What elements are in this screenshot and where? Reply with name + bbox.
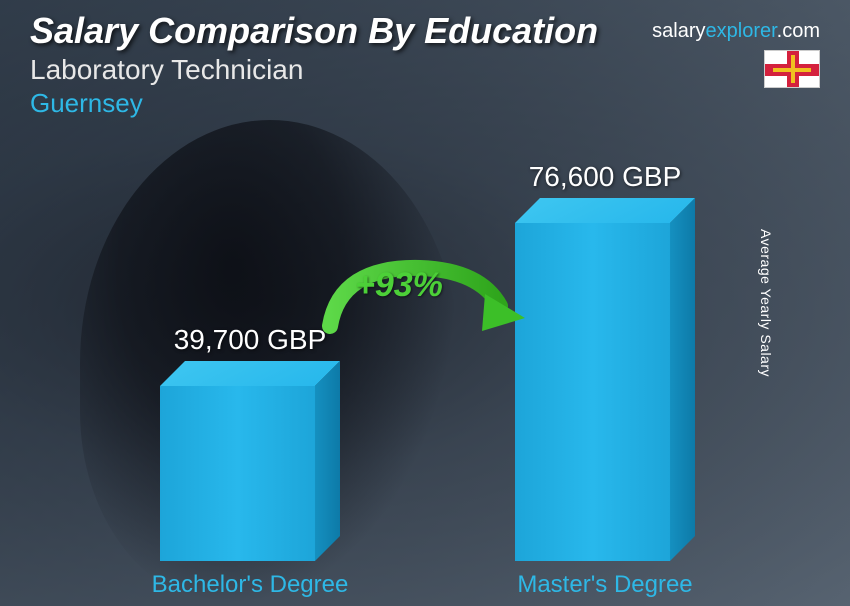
bar-value-masters: 76,600 GBP — [485, 161, 725, 193]
bar-label-masters: Master's Degree — [485, 571, 725, 599]
page-location: Guernsey — [30, 88, 820, 119]
percent-increase-badge: +93% — [355, 266, 443, 305]
bar-top-face — [515, 198, 695, 223]
bar-label-bachelors: Bachelor's Degree — [130, 571, 370, 599]
brand-part1: salary — [652, 20, 705, 42]
flag-icon — [764, 50, 820, 88]
page-subtitle: Laboratory Technician — [30, 54, 820, 86]
bar-front-face — [160, 386, 315, 561]
bar-side-face — [315, 361, 340, 561]
bar-chart: +93% 39,700 GBP Bachelor's Degree 76,600… — [0, 136, 850, 606]
brand-part2: explorer — [706, 20, 777, 42]
brand-part3: .com — [777, 20, 820, 42]
brand-logo: salaryexplorer.com — [652, 20, 820, 43]
flag-inner-v — [791, 55, 795, 83]
bar-top-face — [160, 361, 340, 386]
bar-side-face — [670, 198, 695, 561]
